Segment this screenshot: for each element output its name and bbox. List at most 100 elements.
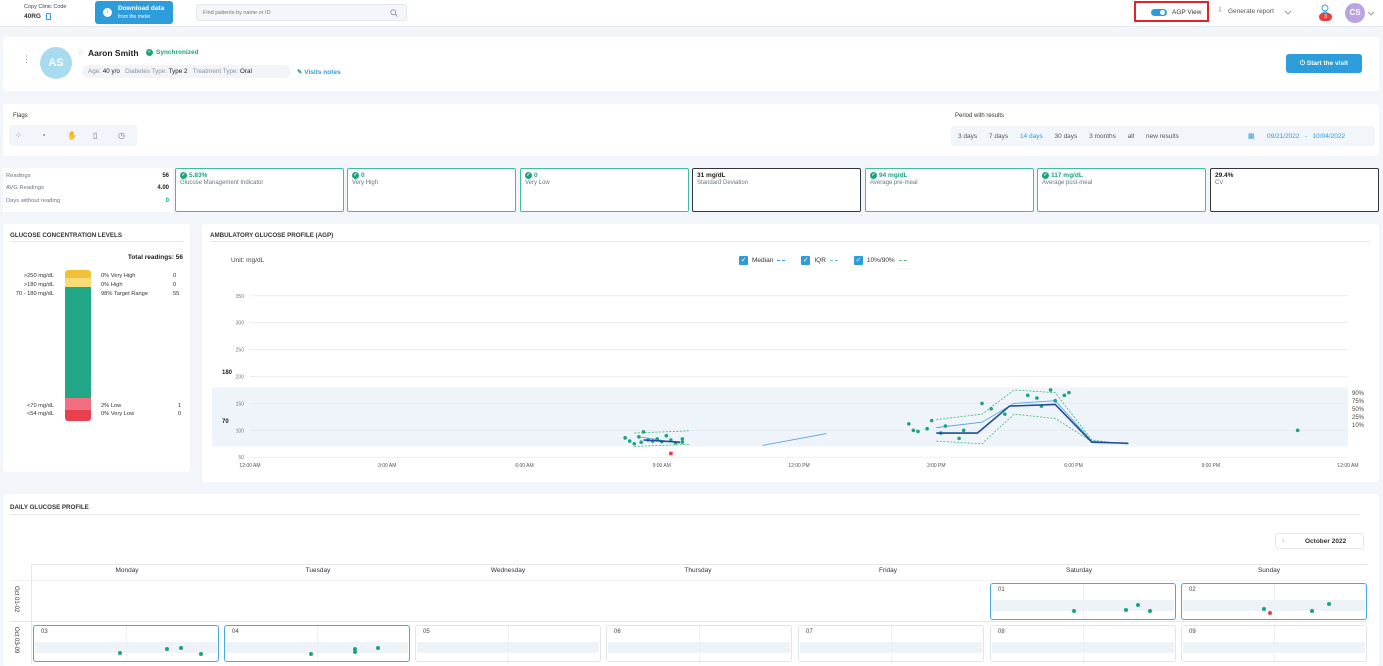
series-line-1090: [936, 389, 1129, 445]
more-menu-icon[interactable]: ⋮: [22, 54, 31, 64]
avatar-chevron-icon[interactable]: [1367, 11, 1375, 16]
flag-meter-icon[interactable]: ▯: [93, 131, 98, 140]
weekday-wednesday: Wednesday: [490, 567, 526, 574]
calendar-icon[interactable]: ▦: [1248, 133, 1255, 140]
period-all[interactable]: all: [1127, 133, 1135, 140]
notification-badge: 3: [1319, 13, 1332, 21]
y-tick-label: 150: [236, 401, 245, 407]
patient-search[interactable]: [196, 4, 407, 21]
target-low-label: 70: [222, 419, 229, 425]
calendar-day[interactable]: 04: [224, 625, 410, 662]
calendar-day[interactable]: 08: [990, 625, 1176, 662]
copy-icon[interactable]: [46, 13, 51, 20]
reading-point: [655, 437, 659, 441]
calendar-day[interactable]: 05: [415, 625, 601, 662]
date-range[interactable]: 09/21/2022 - 10/04/2022: [1267, 133, 1346, 140]
total-readings: Total readings: 56: [127, 254, 183, 261]
reading-point: [925, 426, 929, 431]
median-checkbox[interactable]: ✓: [739, 256, 748, 265]
favorite-star-icon[interactable]: ☆: [77, 48, 85, 57]
weekday-saturday: Saturday: [1065, 567, 1093, 574]
metric-post-meal: ✓ 117 mg/dL Average post-meal: [1037, 168, 1206, 212]
month-selector: ‹ October 2022: [1275, 533, 1364, 549]
y-tick-label: 300: [236, 321, 245, 327]
reading-point: [1067, 390, 1071, 395]
level-count: 1: [178, 403, 182, 409]
clinic-code: 40RG: [24, 13, 41, 20]
level-range: 70 - 180 mg/dL: [15, 291, 54, 297]
week-label: Oct 03-09: [13, 627, 19, 654]
bar-very-low: [65, 410, 91, 421]
agp-card: AMBULATORY GLUCOSE PROFILE (AGP) Unit: m…: [202, 224, 1379, 482]
check-icon: ✓: [180, 172, 187, 179]
download-data-button[interactable]: ↓ Download data from the meter: [95, 1, 173, 24]
y-tick-label: 250: [236, 348, 245, 354]
search-icon[interactable]: [390, 9, 398, 17]
readings-value: 56: [162, 173, 169, 179]
y-tick-label: 200: [236, 375, 245, 381]
user-avatar[interactable]: CS: [1345, 3, 1365, 23]
reading-point: [199, 652, 203, 656]
reading-point: [1072, 609, 1076, 613]
calendar-day[interactable]: 06: [606, 625, 792, 662]
period-3-months[interactable]: 3 months: [1089, 133, 1116, 140]
check-icon: ✓: [870, 172, 877, 179]
period-7-days[interactable]: 7 days: [988, 133, 1009, 140]
x-tick-label: 12:00 AM: [239, 463, 260, 469]
reading-point: [637, 434, 641, 439]
level-range: <70 mg/dL: [26, 403, 54, 409]
series-line-median: [643, 439, 681, 443]
series-line-median: [936, 403, 1129, 445]
percentile-checkbox[interactable]: ✓: [853, 256, 863, 265]
period-3-days[interactable]: 3 days: [958, 133, 978, 140]
reading-point: [961, 428, 966, 433]
reading-point: [1327, 602, 1331, 606]
period-30-days[interactable]: 30 days: [1054, 133, 1078, 140]
visits-notes-link[interactable]: ✎ Visits notes: [297, 69, 341, 76]
flag-all-icon[interactable]: ⁘: [15, 131, 22, 140]
reading-point: [376, 646, 380, 650]
y-tick-label: 100: [236, 428, 245, 434]
glucose-levels-card: GLUCOSE CONCENTRATION LEVELS Total readi…: [3, 224, 190, 472]
start-visit-button[interactable]: ⏻ Start the visit: [1286, 54, 1362, 73]
avg-readings-value: 4.00: [157, 185, 169, 191]
flag-hand-icon[interactable]: ✋: [67, 131, 77, 140]
clinic-code-label: Copy Clinic Code: [24, 4, 67, 10]
iqr-label: IQR: [814, 257, 826, 264]
agp-view-toggle[interactable]: [1151, 9, 1167, 16]
search-input[interactable]: [203, 7, 383, 18]
bar-low: [65, 398, 91, 410]
calendar-day[interactable]: 09: [1181, 625, 1367, 662]
x-tick-label: 3:00 AM: [378, 463, 396, 469]
calendar-day[interactable]: 02: [1181, 583, 1367, 620]
reading-point: [1062, 393, 1067, 398]
calendar-day[interactable]: 07: [798, 625, 984, 662]
x-tick-label: 9:00 PM: [1201, 463, 1220, 469]
prev-month-icon[interactable]: ‹: [1282, 536, 1285, 545]
top-bar: Copy Clinic Code 40RG ↓ Download data fr…: [0, 0, 1383, 27]
generate-report-button[interactable]: Generate report: [1228, 8, 1274, 15]
p10-label: 10%: [1352, 423, 1365, 429]
period-new-results[interactable]: new results: [1146, 133, 1179, 140]
metric-gmi: ✓ 5.83% Glucose Management Indicator: [175, 168, 344, 212]
reading-point: [1025, 393, 1030, 398]
level-pct: 0% Very High: [101, 273, 136, 279]
level-count: 0: [178, 411, 182, 417]
calendar-day[interactable]: 01: [990, 583, 1176, 620]
agp-view-highlight: AGP View: [1134, 1, 1209, 22]
calendar-day[interactable]: 03: [33, 625, 219, 662]
iqr-checkbox[interactable]: ✓: [801, 256, 811, 265]
check-icon: ✓: [1042, 172, 1049, 179]
p75-label: 75%: [1352, 399, 1365, 405]
patient-card: ⋮ AS ☆ Aaron Smith ✓ Synchronized Age: 4…: [3, 37, 1379, 91]
x-tick-label: 6:00 AM: [515, 463, 533, 469]
chevron-down-icon[interactable]: [1284, 10, 1292, 15]
flag-clock-icon[interactable]: ◷: [118, 131, 125, 140]
period-14-days[interactable]: 14 days: [1019, 133, 1043, 140]
reading-point: [639, 440, 643, 444]
download-icon: ↓: [103, 8, 112, 17]
flag-meal-icon[interactable]: ◔: [41, 131, 46, 140]
days-without-label: Days without reading: [6, 198, 61, 204]
week-label: Oct 01-02: [13, 586, 19, 613]
p90-label: 90%: [1352, 391, 1365, 397]
